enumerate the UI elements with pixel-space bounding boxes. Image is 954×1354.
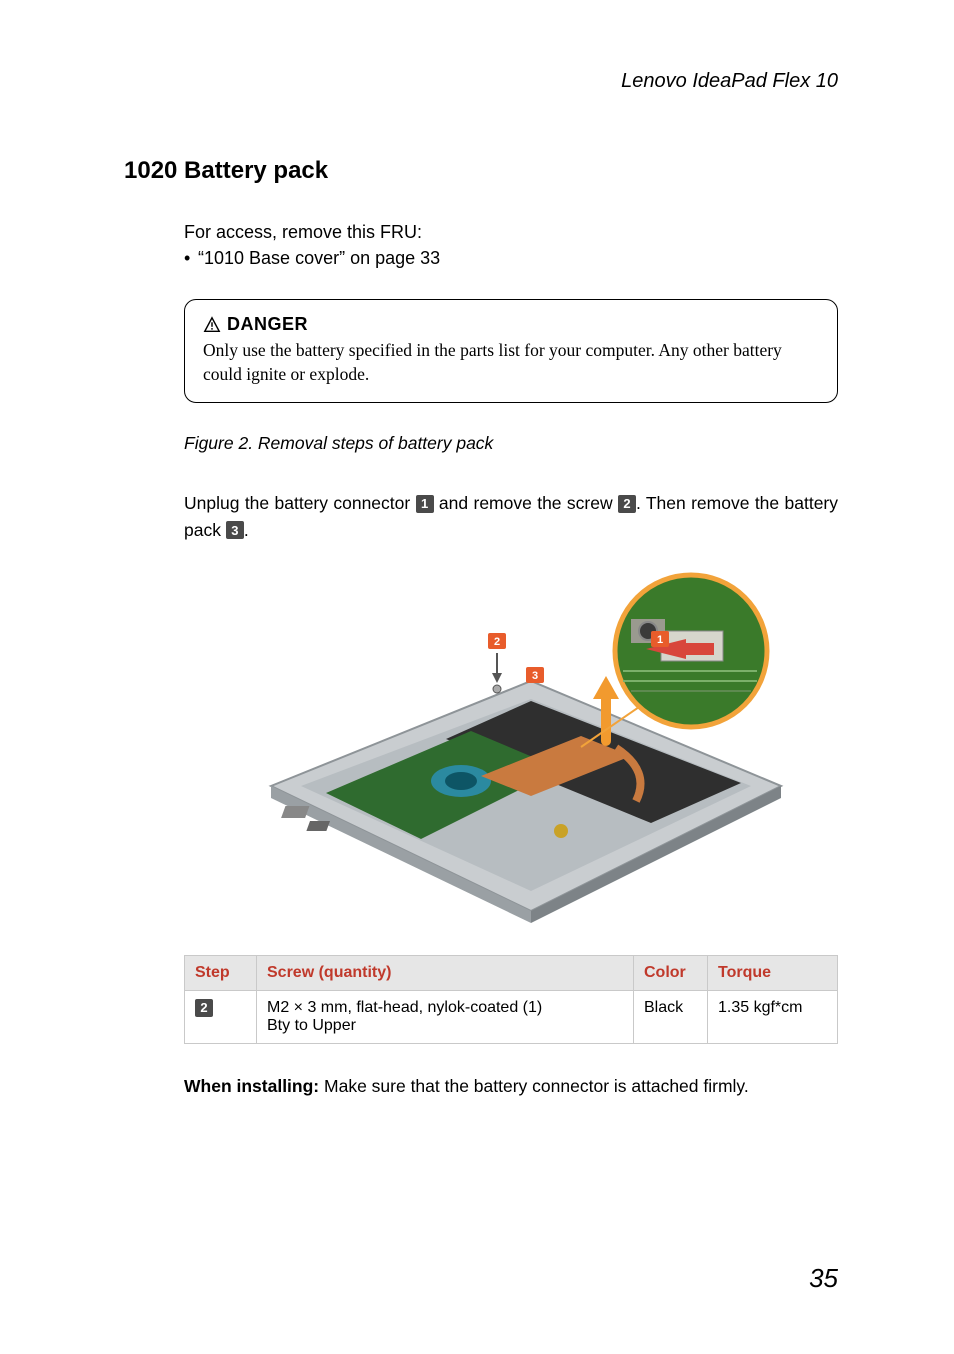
screw-icon [493, 685, 501, 693]
step-text-1: Unplug the battery connector [184, 493, 416, 513]
marker-3: 3 [526, 667, 544, 683]
th-color: Color [634, 955, 708, 990]
step-text-2: and remove the screw [434, 493, 618, 513]
bullet-dot: • [184, 245, 198, 271]
arrow-down-icon [492, 653, 502, 683]
danger-body: Only use the battery specified in the pa… [203, 339, 819, 386]
screw-table: Step Screw (quantity) Color Torque 2 M2 … [184, 955, 838, 1044]
access-line: For access, remove this FRU: [184, 219, 838, 245]
callout-circle [615, 575, 767, 727]
marker-1: 1 [651, 631, 669, 647]
screw-table-wrap: Step Screw (quantity) Color Torque 2 M2 … [184, 955, 838, 1044]
screw-line-2: Bty to Upper [267, 1017, 356, 1034]
component-1 [281, 806, 309, 818]
svg-text:1: 1 [657, 634, 663, 646]
install-note-rest: Make sure that the battery connector is … [319, 1076, 749, 1096]
page-number: 35 [116, 1223, 838, 1294]
th-torque: Torque [708, 955, 838, 990]
step-text-4: . [244, 520, 249, 540]
component-2 [306, 821, 330, 831]
fan-hub [445, 772, 477, 790]
marker-3-inline: 3 [226, 521, 244, 539]
td-screw: M2 × 3 mm, flat-head, nylok-coated (1) B… [257, 990, 634, 1043]
danger-title: DANGER [227, 314, 308, 335]
th-step: Step [185, 955, 257, 990]
danger-icon [203, 316, 221, 334]
cmos-battery [554, 824, 568, 838]
marker-2-table: 2 [195, 999, 213, 1017]
install-note: When installing: Make sure that the batt… [184, 1076, 838, 1097]
section-heading: 1020 Battery pack [124, 157, 838, 185]
marker-1-inline: 1 [416, 495, 434, 513]
page-container: Lenovo IdeaPad Flex 10 1020 Battery pack… [0, 0, 954, 1354]
figure-illustration: 3 2 [184, 561, 838, 941]
svg-text:2: 2 [494, 636, 500, 648]
screw-line-1: M2 × 3 mm, flat-head, nylok-coated (1) [267, 999, 542, 1016]
fru-bullet: •“1010 Base cover” on page 33 [184, 245, 838, 271]
running-header: Lenovo IdeaPad Flex 10 [116, 70, 838, 93]
figure-caption: Figure 2. Removal steps of battery pack [184, 433, 838, 454]
td-torque: 1.35 kgf*cm [708, 990, 838, 1043]
install-note-bold: When installing: [184, 1076, 319, 1096]
fru-bullet-text: “1010 Base cover” on page 33 [198, 248, 440, 268]
step-paragraph: Unplug the battery connector 1 and remov… [184, 490, 838, 543]
svg-text:3: 3 [532, 670, 538, 682]
marker-2: 2 [488, 633, 506, 649]
td-step: 2 [185, 990, 257, 1043]
th-screw: Screw (quantity) [257, 955, 634, 990]
table-row: 2 M2 × 3 mm, flat-head, nylok-coated (1)… [185, 990, 838, 1043]
danger-box: DANGER Only use the battery specified in… [184, 299, 838, 403]
marker-2-inline: 2 [618, 495, 636, 513]
td-color: Black [634, 990, 708, 1043]
